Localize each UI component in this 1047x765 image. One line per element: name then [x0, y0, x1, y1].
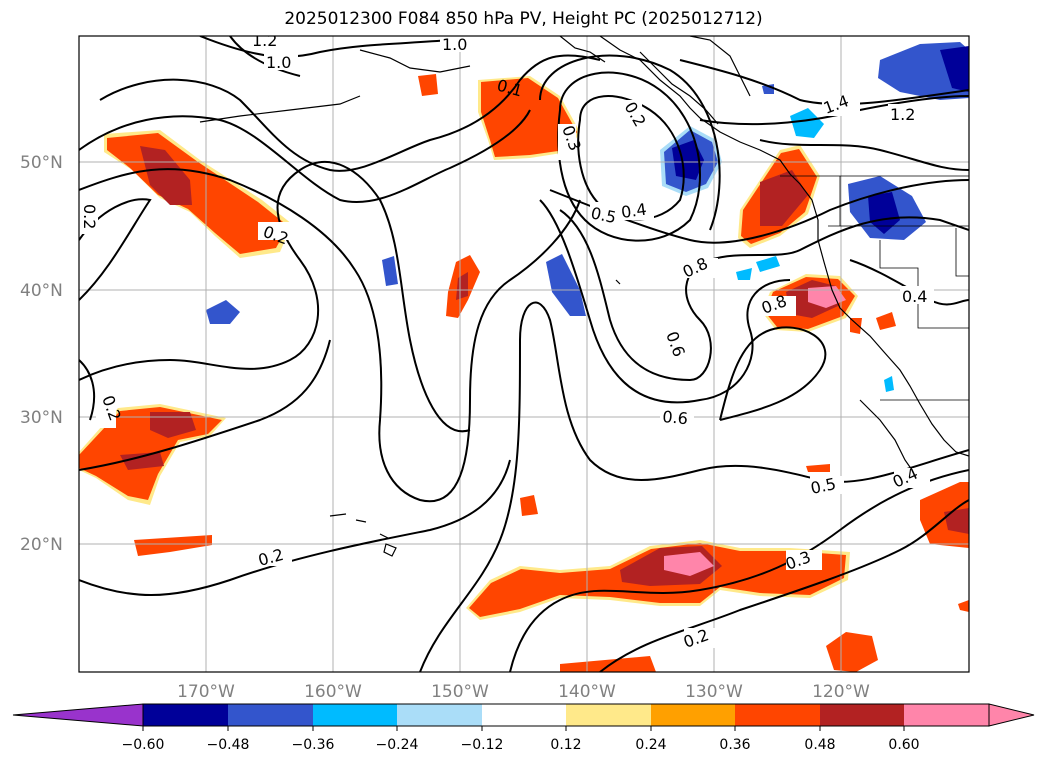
- colorbar-tick-label: −0.36: [292, 737, 335, 753]
- contour-label: 1.0: [442, 35, 467, 54]
- contour-label: 1.2: [252, 31, 277, 50]
- colorbar-tick-label: −0.48: [207, 737, 250, 753]
- contour-label: 0.2: [80, 204, 99, 229]
- colorbar-segment: [313, 704, 397, 726]
- lon-label: 170°W: [177, 682, 235, 702]
- map-title: 2025012300 F084 850 hPa PV, Height PC (2…: [284, 9, 763, 29]
- lon-label: 130°W: [685, 682, 743, 702]
- lat-label: 50°N: [20, 153, 63, 173]
- borders: [780, 175, 969, 401]
- colorbar-segment: [397, 704, 482, 726]
- colorbar-segment: [651, 704, 735, 726]
- lat-label: 20°N: [20, 535, 63, 555]
- colorbar-tick-label: −0.60: [122, 737, 165, 753]
- colorbar: −0.60 −0.48 −0.36 −0.24 −0.12 0.12 0.24 …: [12, 703, 1035, 753]
- contour-label: 0.4: [620, 200, 648, 222]
- lon-label: 160°W: [304, 682, 362, 702]
- colorbar-segment: [820, 704, 904, 726]
- lon-label: 120°W: [812, 682, 870, 702]
- colorbar-tick-label: 0.48: [804, 737, 835, 753]
- contour-label: 1.2: [890, 105, 915, 124]
- lon-label: 150°W: [431, 682, 489, 702]
- colorbar-segment: [566, 704, 651, 726]
- colorbar-segment: [904, 704, 989, 726]
- colorbar-tick-label: 0.36: [719, 737, 750, 753]
- contour-label: 0.6: [662, 407, 689, 428]
- contour-label: 0.5: [809, 474, 838, 498]
- colorbar-tick-label: 0.60: [888, 737, 919, 753]
- map-frame: [78, 35, 970, 673]
- colorbar-segment: [735, 704, 820, 726]
- colorbar-tick-label: −0.24: [376, 737, 419, 753]
- latitude-labels: 50°N 40°N 30°N 20°N: [20, 153, 63, 555]
- coastlines: [199, 36, 969, 557]
- lon-label: 140°W: [558, 682, 616, 702]
- longitude-labels: 170°W 160°W 150°W 140°W 130°W 120°W: [177, 682, 870, 702]
- lat-label: 30°N: [20, 408, 63, 428]
- contour-labels: 1.2 1.0 1.0 0.1 0.3 0.2 1.4 1.2 0.2 0.2 …: [79, 31, 934, 652]
- colorbar-extend-high: [988, 703, 1035, 727]
- colorbar-tick-label: 0.12: [550, 737, 581, 753]
- contour-label: 1.0: [266, 53, 291, 72]
- colorbar-segment: [482, 704, 566, 726]
- contour-label: 0.4: [902, 287, 927, 306]
- colorbar-tick-label: 0.24: [635, 737, 666, 753]
- map-panel: 1.2 1.0 1.0 0.1 0.3 0.2 1.4 1.2 0.2 0.2 …: [79, 31, 969, 672]
- colorbar-segment: [228, 704, 313, 726]
- colorbar-extend-low: [12, 703, 144, 727]
- colorbar-segment: [143, 704, 228, 726]
- colorbar-tick-label: −0.12: [461, 737, 504, 753]
- lat-label: 40°N: [20, 281, 63, 301]
- pv-negative-shading: [206, 42, 969, 392]
- contour-label: 0.5: [589, 203, 618, 227]
